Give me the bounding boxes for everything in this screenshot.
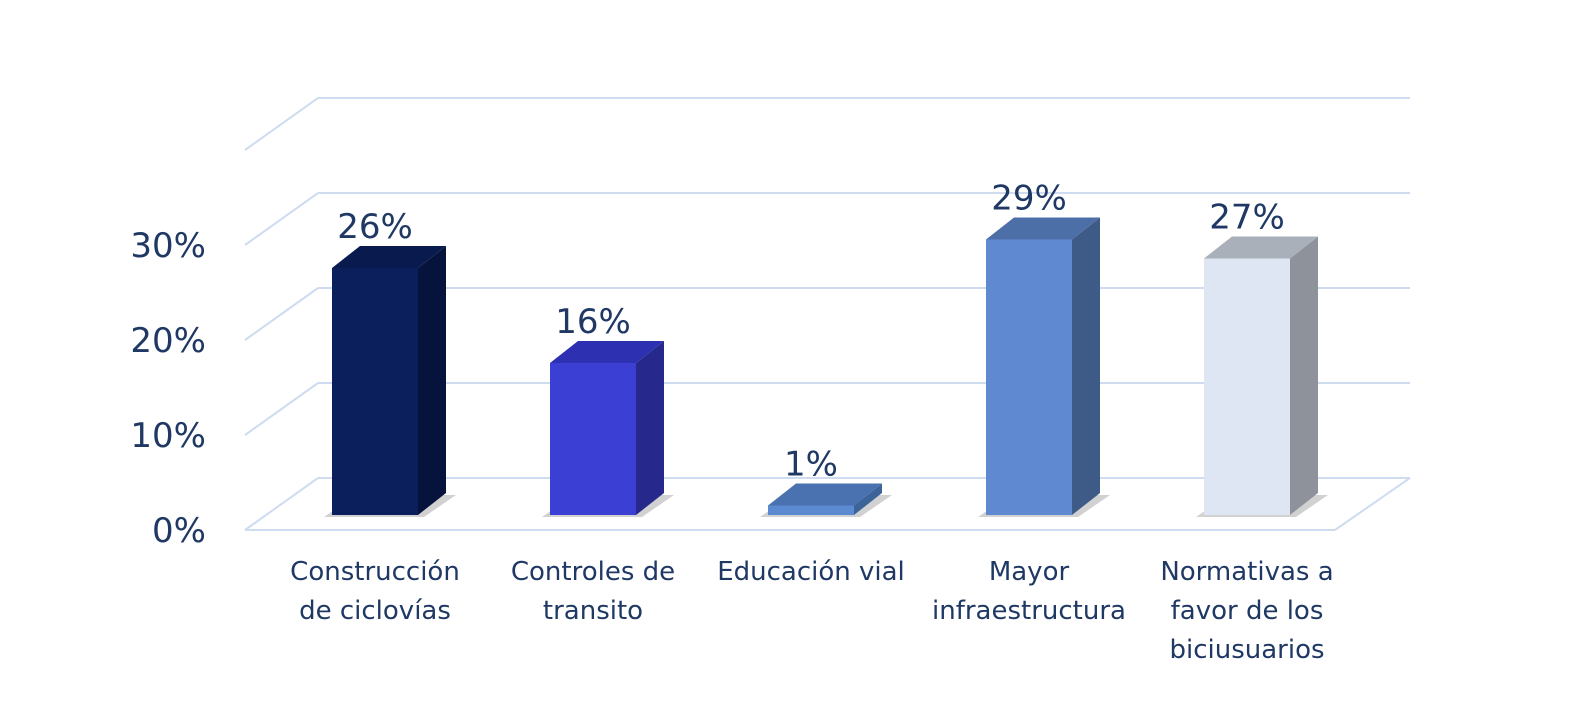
bar-side-face: [1290, 236, 1318, 515]
bar: [332, 246, 446, 515]
y-tick-label: 30%: [130, 226, 206, 266]
data-label: 29%: [991, 179, 1067, 219]
bar-top-face: [332, 246, 446, 268]
category-label: Controles de transito: [511, 557, 675, 626]
y-tick-label: 10%: [130, 416, 206, 456]
bar-front-face: [986, 239, 1072, 515]
category-label: Educación vial: [717, 557, 905, 587]
data-label: 27%: [1209, 198, 1285, 238]
bar-front-face: [768, 505, 854, 515]
gridline-30: [244, 192, 1410, 246]
category-label: Mayor infraestructura: [932, 557, 1126, 626]
bar: [768, 483, 882, 515]
data-label: 26%: [337, 207, 413, 247]
bar-top-face: [986, 217, 1100, 240]
data-label: 1%: [784, 445, 838, 485]
bar-front-face: [1204, 258, 1290, 515]
gridline-top: [244, 97, 1410, 151]
floor-right-edge: [1334, 477, 1411, 531]
bar-front-face: [550, 363, 636, 515]
bar-side-face: [1072, 217, 1100, 515]
bar: [1204, 236, 1318, 515]
category-label: Construcción de ciclovías: [290, 557, 460, 626]
bar: [550, 341, 664, 515]
bar-top-face: [550, 341, 664, 363]
y-tick-label: 0%: [152, 511, 206, 551]
bar-front-face: [332, 268, 418, 515]
bar-side-face: [418, 246, 446, 515]
bar-top-face: [1204, 236, 1318, 259]
data-label: 16%: [555, 302, 631, 342]
bar: [986, 217, 1100, 515]
bar-layer: [332, 217, 1318, 515]
bar-top-face: [768, 483, 882, 506]
category-labels: Construcción de ciclovías Controles de tran…: [290, 557, 1334, 665]
bar-side-face: [854, 483, 882, 515]
category-label: Normativas a favor de los biciusuarios: [1160, 557, 1333, 665]
data-labels: 26% 16% 1% 29% 27%: [337, 179, 1285, 485]
grid-layer: [244, 97, 1411, 531]
bar-side-face: [636, 341, 664, 515]
y-axis-ticks: 0% 10% 20% 30%: [130, 226, 206, 551]
y-tick-label: 20%: [130, 321, 206, 361]
